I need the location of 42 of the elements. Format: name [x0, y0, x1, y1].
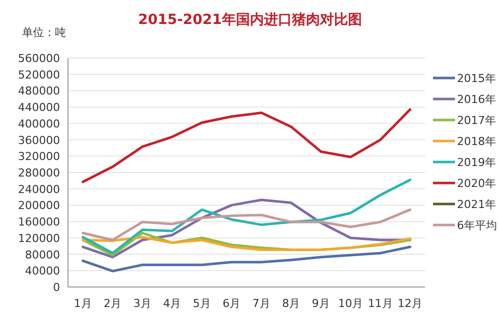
legend-label: 2015年	[457, 72, 496, 85]
y-tick-label: 480000	[18, 84, 60, 98]
line-series	[82, 208, 412, 242]
y-tick-label: 440000	[18, 101, 60, 114]
x-tick-label: 2月	[104, 297, 122, 310]
x-tick-label: 7月	[252, 297, 270, 310]
legend-label: 2017年	[457, 114, 496, 127]
x-tick-label: 11月	[368, 297, 393, 310]
y-tick-label: 160000	[18, 216, 60, 229]
line-series	[82, 236, 412, 252]
x-tick-label: 12月	[398, 297, 423, 310]
y-tick-label: 520000	[18, 68, 60, 82]
y-tick-label: 0	[53, 281, 60, 294]
x-tick-label: 8月	[282, 297, 300, 310]
legend-label: 2019年	[457, 156, 496, 169]
y-tick-label: 80000	[25, 248, 60, 262]
line-series	[82, 178, 412, 254]
y-tick-label: 240000	[18, 182, 60, 196]
line-series	[82, 246, 412, 272]
legend-label: 2016年	[457, 93, 496, 106]
y-tick-label: 40000	[25, 264, 60, 278]
x-tick-label: 5月	[192, 297, 211, 310]
x-tick-label: 4月	[163, 297, 182, 310]
legend-label: 2018年	[457, 135, 496, 148]
y-tick-label: 120000	[18, 232, 60, 245]
y-tick-label: 560000	[18, 52, 60, 65]
y-tick-label: 200000	[18, 199, 60, 212]
y-tick-label: 320000	[18, 150, 60, 164]
y-tick-label: 400000	[18, 117, 60, 130]
text: 单位：吨	[22, 26, 66, 39]
y-tick-label: 280000	[18, 166, 60, 180]
chart-title: 2015-2021年国内进口猪肉对比图	[138, 12, 362, 28]
x-tick-label: 3月	[133, 297, 152, 310]
x-tick-label: 1月	[74, 297, 92, 310]
legend-label: 2021年	[457, 198, 496, 211]
legend-label: 2020年	[457, 177, 496, 190]
x-tick-label: 10月	[338, 297, 364, 310]
line-series	[82, 108, 412, 184]
x-tick-label: 9月	[312, 297, 330, 310]
y-tick-label: 360000	[18, 134, 60, 147]
x-tick-label: 6月	[222, 297, 241, 310]
legend-label: 6年平均	[457, 219, 497, 232]
